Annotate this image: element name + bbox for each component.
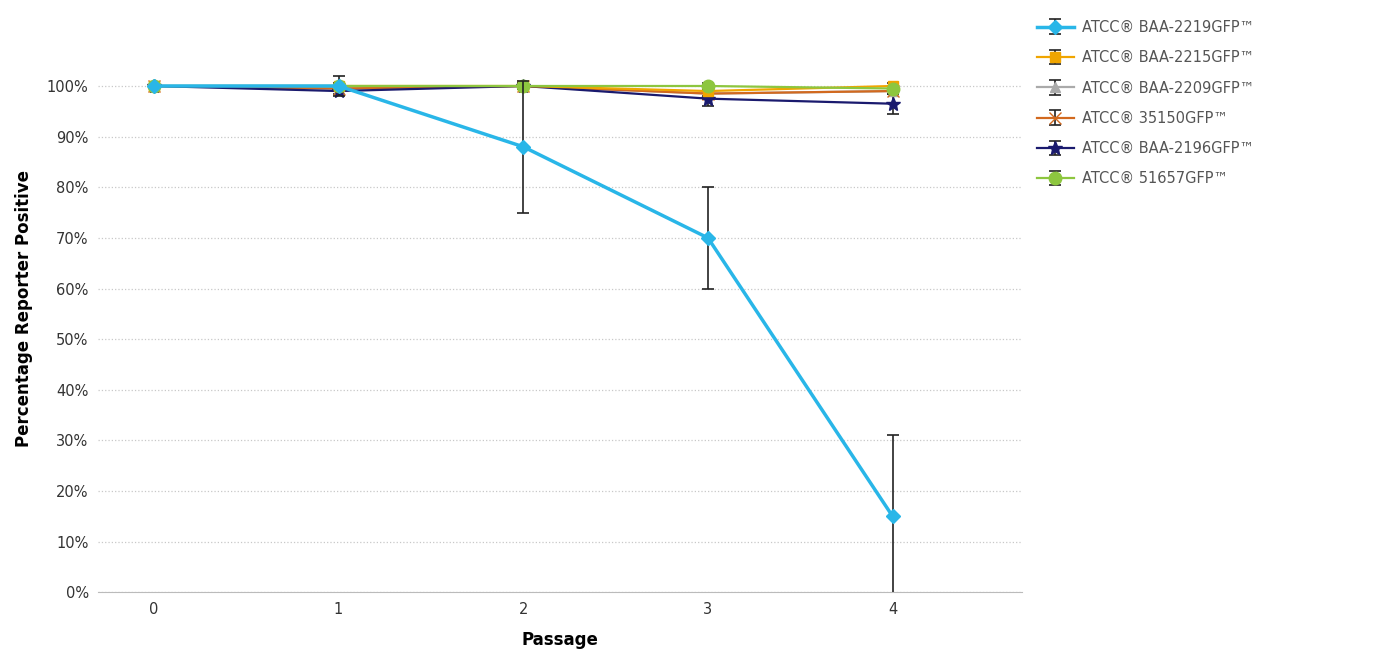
- Y-axis label: Percentage Reporter Positive: Percentage Reporter Positive: [15, 170, 34, 448]
- X-axis label: Passage: Passage: [522, 631, 599, 649]
- Legend: ATCC® BAA-2219GFP™, ATCC® BAA-2215GFP™, ATCC® BAA-2209GFP™, ATCC® 35150GFP™, ATC: ATCC® BAA-2219GFP™, ATCC® BAA-2215GFP™, …: [1032, 14, 1260, 192]
